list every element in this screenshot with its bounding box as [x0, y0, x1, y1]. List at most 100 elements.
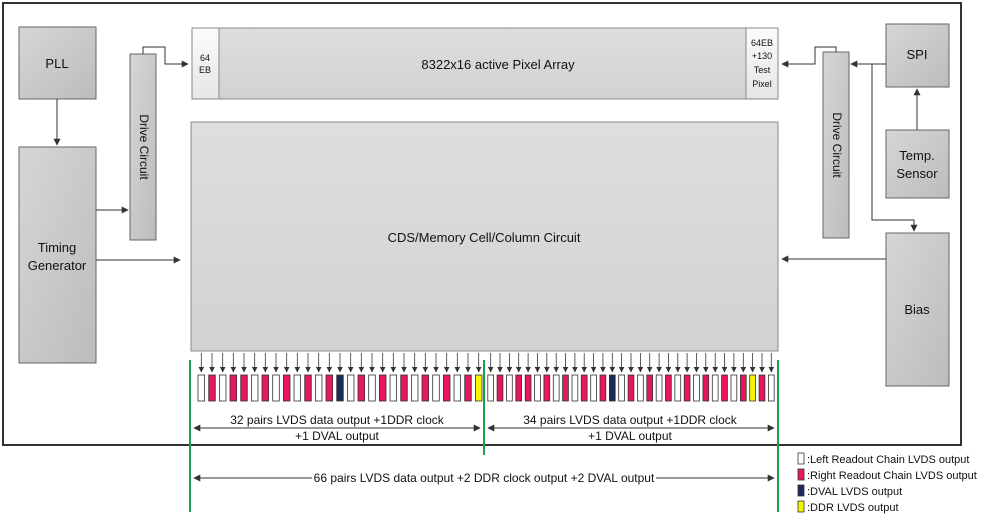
right-group-pad-left	[693, 374, 700, 402]
right-group-pad-right	[646, 374, 653, 402]
left-group-pad-right	[357, 374, 365, 402]
left-group-pad-right	[464, 374, 472, 402]
drive-circuit-left-block	[129, 53, 157, 241]
right-group-pad-right	[758, 374, 766, 402]
left-group-pad-right	[325, 374, 333, 402]
spi-block	[885, 23, 950, 88]
left-group-pad-right	[208, 374, 216, 402]
pll-label: PLL	[45, 56, 68, 71]
left-group-pad-left	[197, 374, 205, 402]
legend-label-ddr: :DDR LVDS output	[807, 502, 899, 514]
cds-label: CDS/Memory Cell/Column Circuit	[388, 230, 581, 245]
right-group-pad-right	[580, 374, 588, 402]
legend-label-left: :Left Readout Chain LVDS output	[807, 454, 969, 466]
right-group-pad-left	[534, 374, 541, 402]
right-group-pad-right	[627, 374, 635, 402]
right-group-pad-right	[721, 374, 728, 402]
total-span-label-bg	[312, 470, 656, 485]
drive-circuit-left-label: Drive Circuit	[137, 114, 151, 180]
left-group-pad-right	[421, 374, 429, 402]
eb-right-block	[745, 27, 779, 100]
right-group-pad-left	[655, 374, 663, 402]
right-span-label-line2: +1 DVAL output	[588, 429, 672, 443]
timing-label-line1: Timing	[38, 240, 77, 255]
bias-block	[885, 232, 950, 387]
legend-swatch-right	[797, 468, 805, 481]
left-group-pad-right	[442, 374, 451, 402]
left-group-pad-right	[304, 374, 312, 402]
legend-swatch-ddr	[797, 500, 805, 513]
right-group-pad-left	[768, 374, 775, 402]
right-group-pad-right	[683, 374, 691, 402]
left-group-pad-dval	[336, 374, 344, 402]
right-group-pad-right	[599, 374, 607, 402]
left-group-pad-right	[240, 374, 248, 402]
eb-left-block	[191, 27, 220, 100]
left-group-pad-left	[410, 374, 419, 402]
cds-block	[190, 121, 779, 352]
left-group-pad-left	[368, 374, 376, 402]
left-group-pad-left	[293, 374, 301, 402]
right-group-pad-right	[543, 374, 551, 402]
legend-swatch-dval	[797, 484, 805, 497]
left-group-pad-left	[432, 374, 440, 402]
legend-swatch-left	[797, 452, 805, 465]
left-group-pad-right	[261, 374, 269, 402]
left-group-pad-left	[218, 374, 227, 402]
left-group-pad-left	[453, 374, 461, 402]
left-group-pad-right	[400, 374, 408, 402]
right-group-pad-left	[618, 374, 625, 402]
temp-sensor-line2: Sensor	[896, 166, 938, 181]
eb-right-line2: +130	[752, 51, 772, 61]
right-group-pad-left	[637, 374, 644, 402]
right-group-pad-right	[515, 374, 522, 402]
connection-arrows	[53, 46, 921, 264]
right-group-pad-left	[571, 374, 579, 402]
temp-sensor-block	[885, 129, 950, 199]
left-group-pad-left	[346, 374, 355, 402]
eb-left-line1: 64	[200, 53, 210, 63]
legend-label-dval: :DVAL LVDS output	[807, 486, 902, 498]
left-group-pad-right	[378, 374, 387, 402]
right-group-pad-left	[674, 374, 682, 402]
eb-right-line3: Test	[754, 65, 771, 75]
left-group-pad-left	[389, 374, 397, 402]
right-group-pad-right	[665, 374, 672, 402]
left-group-pad-left	[272, 374, 280, 402]
output-pin-arrows	[198, 353, 775, 373]
eb-right-line4: Pixel	[752, 79, 772, 89]
right-group-pad-left	[506, 374, 513, 402]
bias-label: Bias	[904, 302, 930, 317]
legend-label-right: :Right Readout Chain LVDS output	[807, 470, 977, 482]
left-group-pad-left	[314, 374, 323, 402]
pixel-array-label: 8322x16 active Pixel Array	[421, 57, 575, 72]
green-divider-lines	[189, 360, 779, 512]
right-group-pad-left	[590, 374, 597, 402]
right-group-pad-ddr	[749, 374, 756, 402]
left-group-pad-ddr	[474, 374, 483, 402]
left-span-label-line2: +1 DVAL output	[295, 429, 379, 443]
right-group-pad-left	[552, 374, 560, 402]
eb-right-line1: 64EB	[751, 38, 773, 48]
left-span-label-line1: 32 pairs LVDS data output +1DDR clock	[230, 413, 445, 427]
drive-circuit-right-block	[822, 51, 850, 239]
timing-generator-block	[18, 146, 97, 364]
eb-left-line2: EB	[199, 65, 211, 75]
right-group-pad-dval	[609, 374, 616, 402]
right-group-pad-left	[487, 374, 494, 402]
total-span-label: 66 pairs LVDS data output +2 DDR clock o…	[314, 471, 655, 485]
pixel-array-block	[218, 27, 747, 100]
right-group-pad-right	[524, 374, 532, 402]
right-group-pad-right	[740, 374, 747, 402]
drive-circuit-right-label: Drive Circuit	[830, 112, 844, 178]
output-pads	[197, 374, 775, 402]
left-group-pad-right	[229, 374, 237, 402]
right-group-pad-right	[562, 374, 569, 402]
left-group-pad-right	[282, 374, 291, 402]
spi-label: SPI	[907, 47, 928, 62]
right-group-pad-left	[711, 374, 719, 402]
left-group-pad-left	[250, 374, 259, 402]
right-span-label-line1: 34 pairs LVDS data output +1DDR clock	[523, 413, 738, 427]
right-group-pad-right	[702, 374, 710, 402]
legend: :Left Readout Chain LVDS output :Right R…	[797, 452, 977, 514]
